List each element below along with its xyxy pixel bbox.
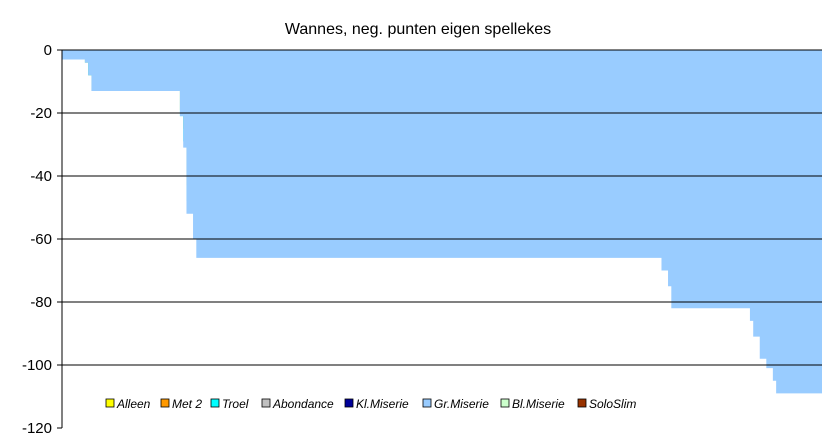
legend-label: SoloSlim — [589, 397, 636, 411]
legend-label: Met 2 — [172, 397, 202, 411]
legend-swatch — [160, 398, 170, 408]
legend-item-soloslim: SoloSlim — [577, 397, 636, 411]
legend-label: Gr.Miserie — [434, 397, 489, 411]
legend-item-kl-miserie: Kl.Miserie — [344, 397, 409, 411]
y-tick-label: -80 — [30, 294, 52, 311]
area-gr-miserie — [62, 50, 822, 394]
legend-swatch — [344, 398, 354, 408]
legend-item-bl-miserie: Bl.Miserie — [500, 397, 565, 411]
legend-swatch — [500, 398, 510, 408]
legend-label: Kl.Miserie — [356, 397, 409, 411]
legend-label: Bl.Miserie — [512, 397, 565, 411]
legend-item-abondance: Abondance — [261, 397, 334, 411]
legend: Alleen Met 2 Troel Abondance Kl.Miserie Gr.Mi… — [105, 397, 636, 411]
y-axis: 0 -20 -40 -60 -80 -100 -120 — [22, 42, 63, 437]
legend-label: Troel — [222, 397, 249, 411]
legend-item-gr-miserie: Gr.Miserie — [422, 397, 489, 411]
legend-swatch — [105, 398, 115, 408]
legend-swatch — [210, 398, 220, 408]
y-tick-label: 0 — [44, 42, 52, 59]
chart-title: Wannes, neg. punten eigen spellekes — [285, 21, 551, 38]
legend-item-alleen: Alleen — [105, 397, 151, 411]
plot-area — [62, 50, 822, 394]
y-tick-label: -60 — [30, 231, 52, 248]
legend-label: Alleen — [116, 397, 151, 411]
legend-swatch — [577, 398, 587, 408]
y-tick-label: -40 — [30, 168, 52, 185]
gridlines — [62, 49, 822, 366]
legend-item-met-2: Met 2 — [160, 397, 202, 411]
legend-label: Abondance — [272, 397, 334, 411]
y-tick-label: -120 — [22, 420, 52, 437]
legend-swatch — [261, 398, 271, 408]
legend-item-troel: Troel — [210, 397, 249, 411]
legend-swatch — [422, 398, 432, 408]
y-tick-label: -20 — [30, 105, 52, 122]
y-tick-label: -100 — [22, 357, 52, 374]
